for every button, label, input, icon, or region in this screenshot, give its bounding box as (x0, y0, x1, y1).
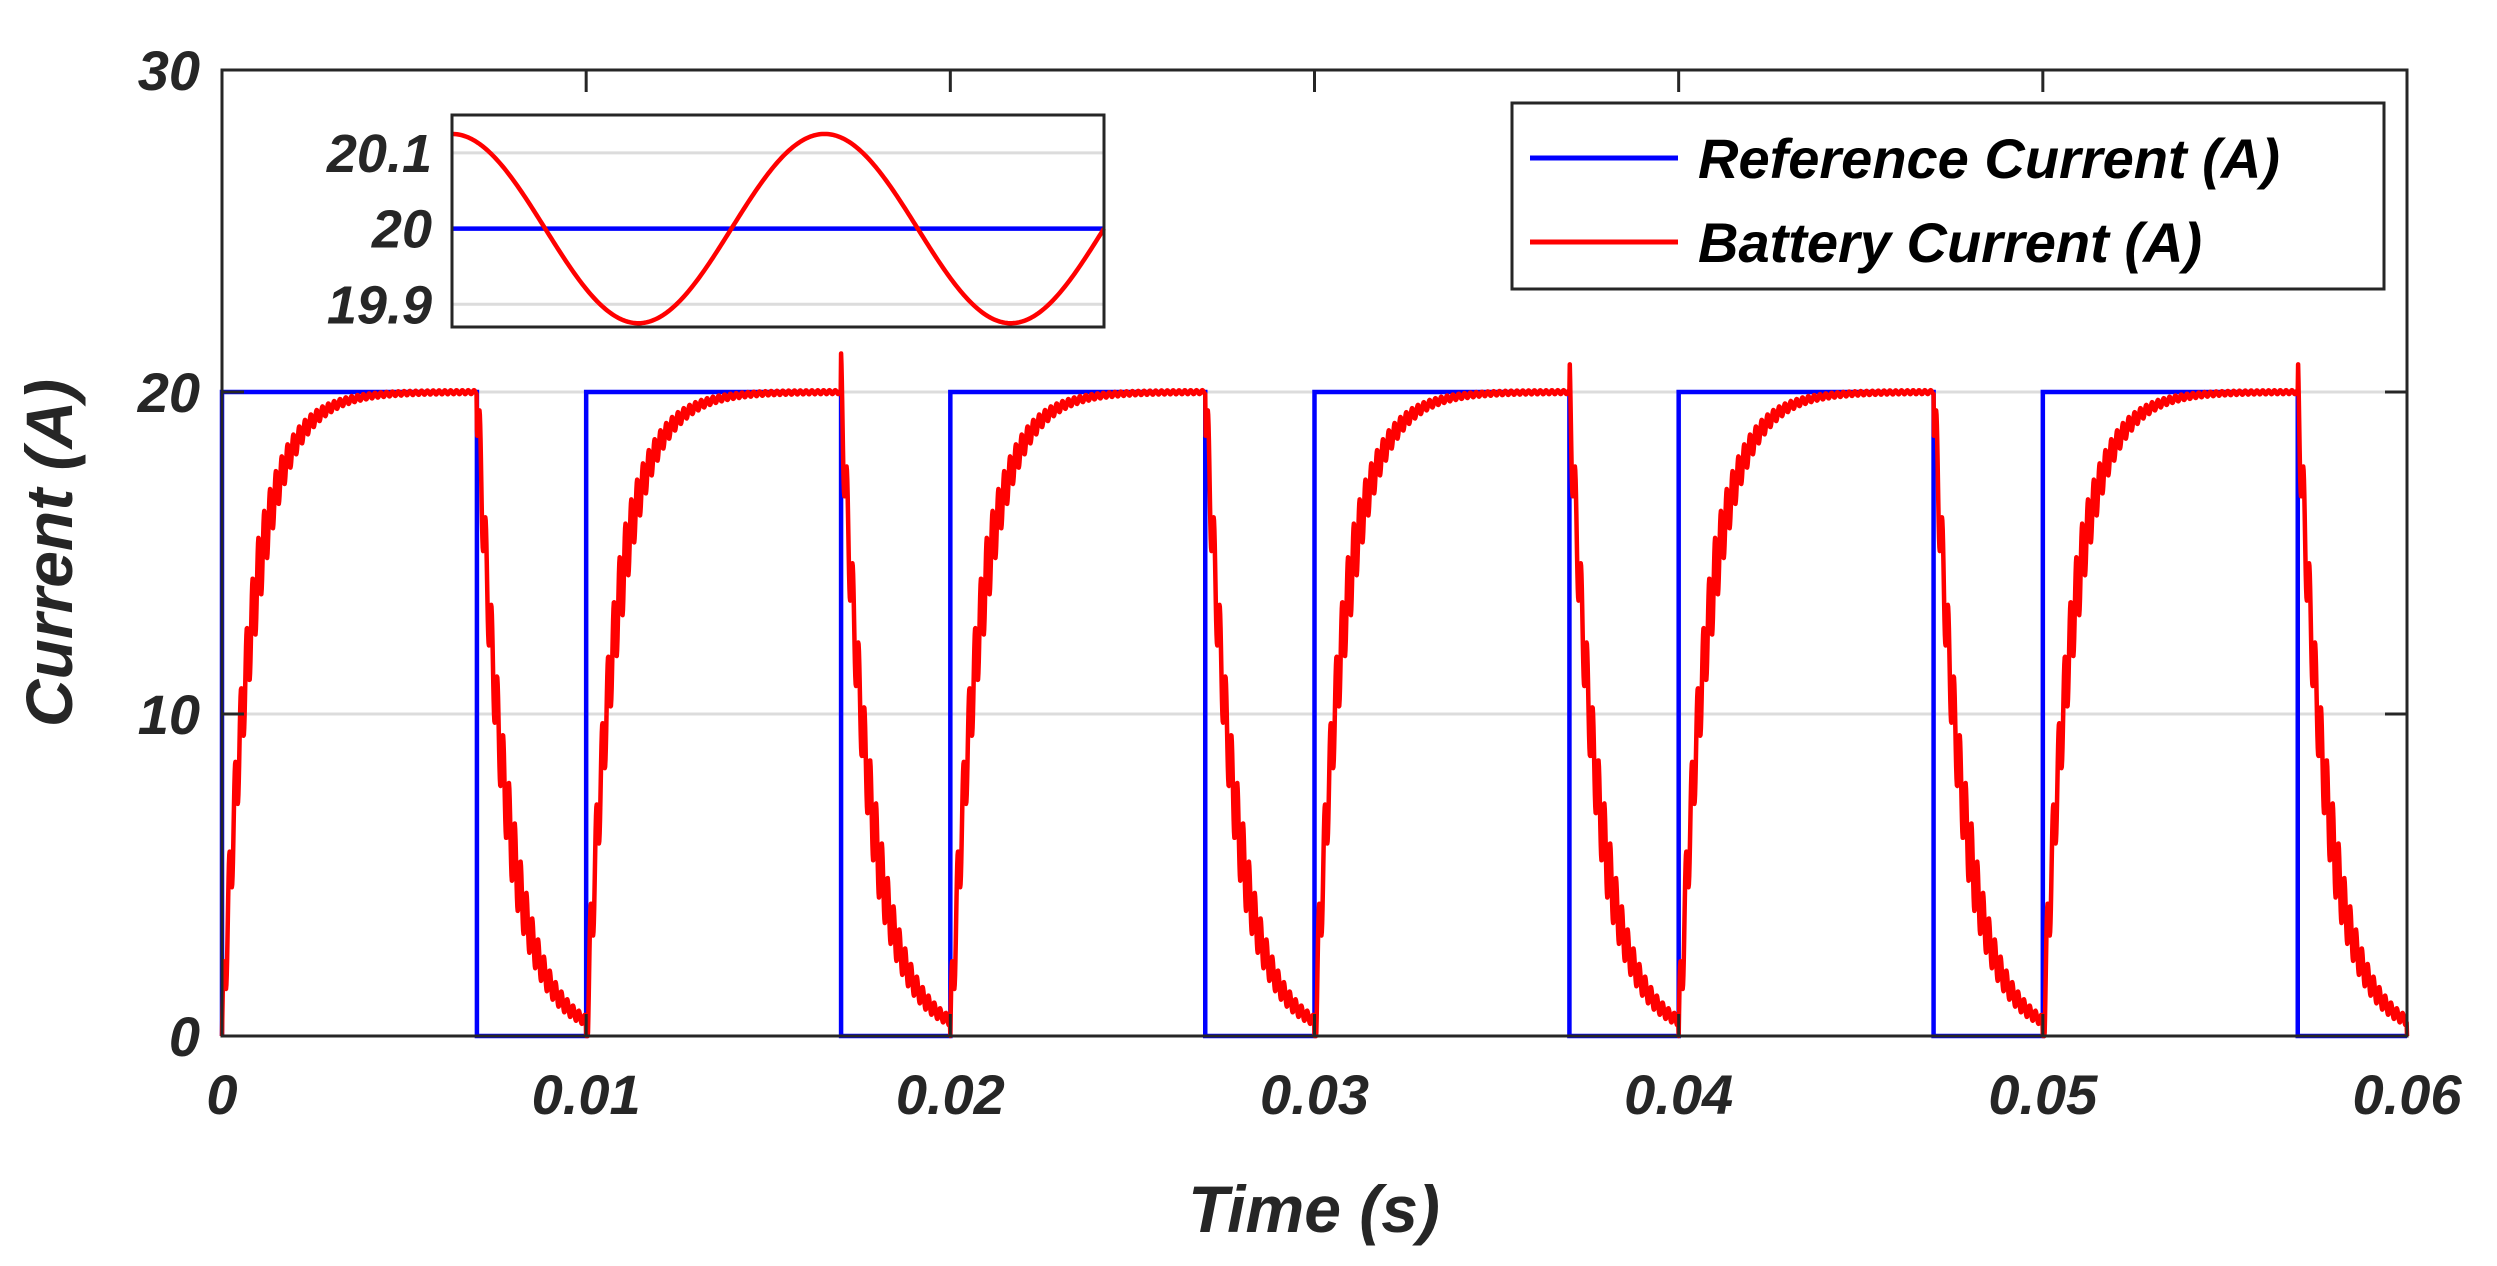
inset-series-battery-current (451, 131, 1106, 326)
legend-label-reference: Reference Current (A) (1698, 127, 2280, 190)
y-tick-label: 10 (138, 683, 200, 746)
x-tick-label: 0 (206, 1063, 237, 1126)
inset-y-tick-label: 20 (371, 200, 432, 260)
x-tick-label: 0.01 (532, 1063, 641, 1126)
y-tick-label: 20 (137, 361, 200, 424)
x-axis-title: Time (s) (1188, 1172, 1440, 1246)
x-tick-label: 0.03 (1260, 1063, 1369, 1126)
x-tick-label: 0.02 (896, 1063, 1005, 1126)
inset-series (451, 131, 1106, 326)
legend: Reference Current (A) Battery Current (A… (1510, 101, 2386, 291)
x-tick-label: 0.06 (2353, 1063, 2463, 1126)
inset-y-tick-label: 20.1 (326, 124, 432, 184)
main-ticks (220, 68, 2409, 1038)
y-axis-title: Current (A) (12, 379, 86, 727)
inset-tick-labels: 19.9 20 20.1 (326, 124, 432, 335)
main-tick-labels: 0 10 20 30 0 0.01 0.02 0.03 0.04 0.05 0.06 (137, 39, 2463, 1126)
y-tick-label: 30 (138, 39, 200, 102)
legend-label-battery: Battery Current (A) (1698, 211, 2202, 274)
x-tick-label: 0.04 (1624, 1063, 1733, 1126)
inset-y-tick-label: 19.9 (327, 275, 432, 335)
x-tick-label: 0.05 (1988, 1063, 2098, 1126)
legend-box (1510, 101, 2386, 291)
inset-background (452, 115, 1104, 327)
inset-frame (450, 113, 1106, 329)
y-tick-label: 0 (169, 1005, 200, 1068)
